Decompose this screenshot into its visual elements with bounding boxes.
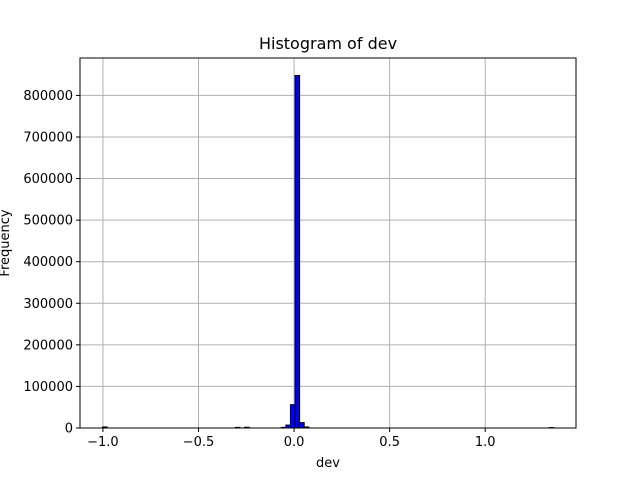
y-tick-label: 500000 xyxy=(23,214,73,229)
x-tick-label: −1.0 xyxy=(87,435,119,450)
x-axis-label: dev xyxy=(316,456,340,471)
x-tick-label: 1.0 xyxy=(475,435,496,450)
y-tick-label: 700000 xyxy=(23,130,73,145)
histogram-bar xyxy=(294,74,301,429)
y-axis-label: Frequency xyxy=(0,209,13,276)
y-tick-label: 600000 xyxy=(23,172,73,187)
chart-title: Histogram of dev xyxy=(259,34,397,53)
x-tick-label: −0.5 xyxy=(183,435,215,450)
y-tick-label: 400000 xyxy=(23,255,73,270)
plot-frame xyxy=(79,57,577,429)
y-axis-ticks: 0 100000 200000 300000 400000 500000 600000 700… xyxy=(23,89,80,437)
x-tick-label: 0.5 xyxy=(379,435,400,450)
y-tick-label: 300000 xyxy=(23,297,73,312)
y-tick-label: 0 xyxy=(65,422,73,437)
x-tick-label: 0.0 xyxy=(284,435,305,450)
y-tick-label: 800000 xyxy=(23,89,73,104)
y-tick-label: 100000 xyxy=(23,380,73,395)
histogram-bar xyxy=(289,404,296,429)
y-tick-label: 200000 xyxy=(23,338,73,353)
x-axis-ticks: −1.0 −0.5 0.0 0.5 1.0 xyxy=(87,428,496,450)
histogram-bar xyxy=(299,422,305,429)
